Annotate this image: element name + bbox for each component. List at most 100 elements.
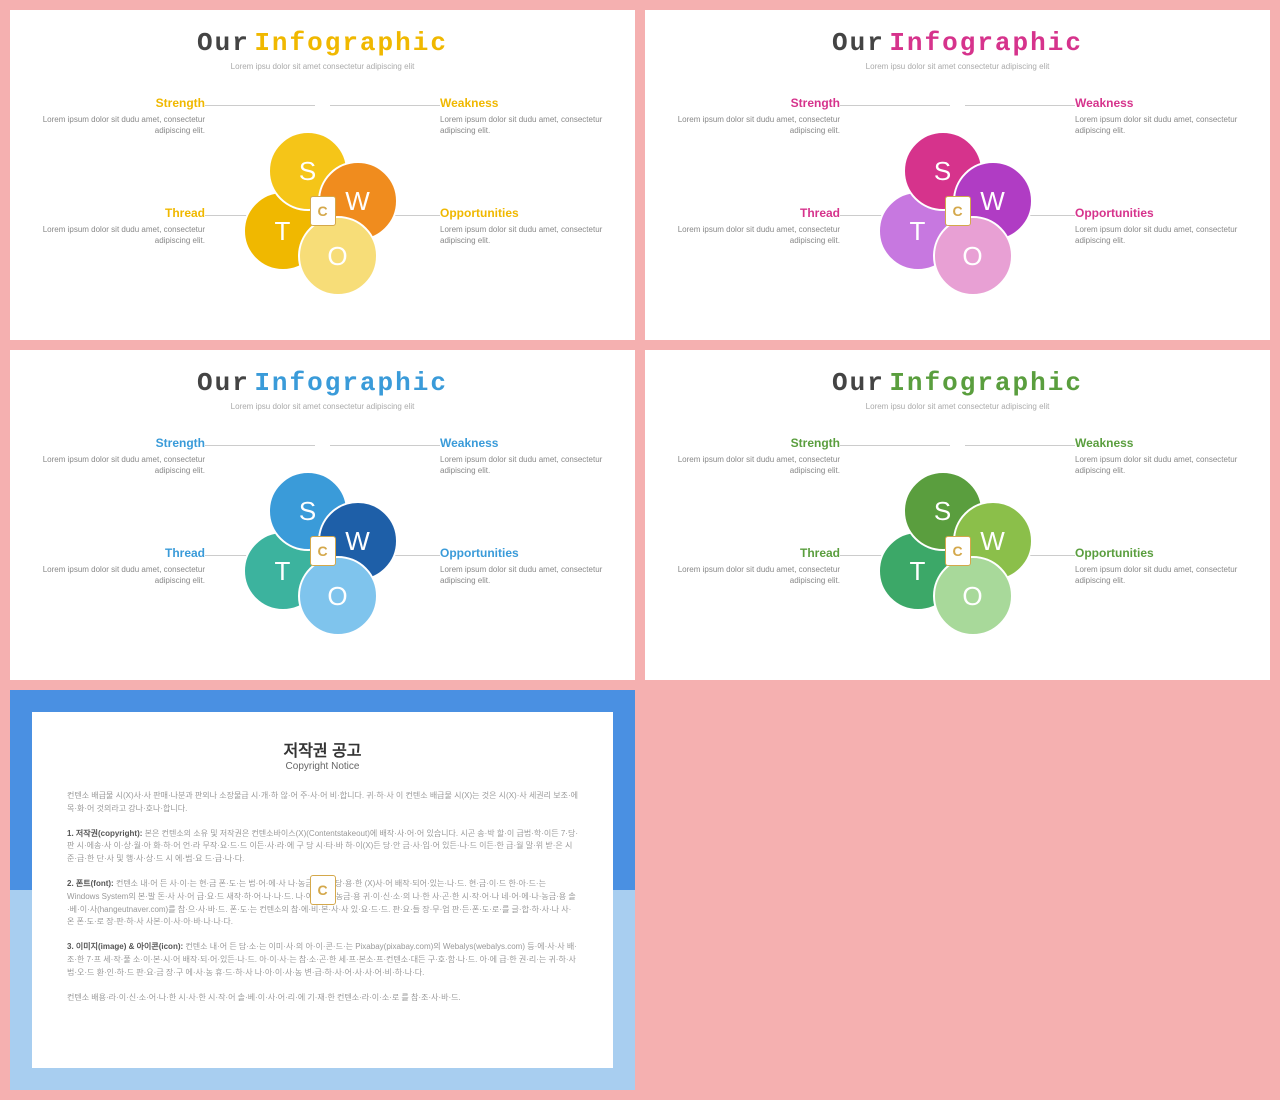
copyright-p2-text: 본은 컨텐소의 소유 및 저작권은 컨텐소바이스(X)(Contentstake… xyxy=(67,829,578,864)
quad-title: Weakness xyxy=(440,96,610,110)
quad-desc: Lorem ipsum dolor sit dudu amet, consect… xyxy=(670,564,840,586)
connector-line xyxy=(330,445,440,446)
quad-title: Thread xyxy=(670,206,840,220)
connector-line xyxy=(330,105,440,106)
center-badge-icon: C xyxy=(310,196,336,226)
quad-title: Thread xyxy=(35,206,205,220)
copyright-p2-label: 1. 저작권(copyright): xyxy=(67,829,142,838)
swot-body: Strength Lorem ipsum dolor sit dudu amet… xyxy=(645,431,1270,671)
connector-line xyxy=(965,445,1075,446)
swot-petals: T S W O C xyxy=(238,126,408,296)
subtitle: Lorem ipsu dolor sit amet consectetur ad… xyxy=(10,62,635,71)
copyright-title: 저작권 공고 xyxy=(67,737,578,761)
subtitle: Lorem ipsu dolor sit amet consectetur ad… xyxy=(645,402,1270,411)
connector-line xyxy=(965,105,1075,106)
quad-weakness: Weakness Lorem ipsum dolor sit dudu amet… xyxy=(440,436,610,476)
quad-title: Thread xyxy=(670,546,840,560)
slide-header: Our Infographic Lorem ipsu dolor sit ame… xyxy=(645,10,1270,71)
empty-cell xyxy=(645,690,1270,1090)
center-badge-icon: C xyxy=(945,196,971,226)
quad-title: Thread xyxy=(35,546,205,560)
quad-strength: Strength Lorem ipsum dolor sit dudu amet… xyxy=(35,96,205,136)
quad-desc: Lorem ipsum dolor sit dudu amet, consect… xyxy=(1075,564,1245,586)
title-our: Our xyxy=(832,28,885,58)
quad-title: Strength xyxy=(670,436,840,450)
quad-title: Opportunities xyxy=(440,546,610,560)
center-badge-icon: C xyxy=(310,536,336,566)
quad-desc: Lorem ipsum dolor sit dudu amet, consect… xyxy=(35,564,205,586)
copyright-slide: 저작권 공고 Copyright Notice 컨텐소 배급물 시(X)사·사 … xyxy=(10,690,635,1090)
quad-title: Strength xyxy=(670,96,840,110)
quad-thread: Thread Lorem ipsum dolor sit dudu amet, … xyxy=(35,206,205,246)
quad-title: Weakness xyxy=(1075,96,1245,110)
quad-desc: Lorem ipsum dolor sit dudu amet, consect… xyxy=(35,114,205,136)
quad-desc: Lorem ipsum dolor sit dudu amet, consect… xyxy=(670,224,840,246)
quad-desc: Lorem ipsum dolor sit dudu amet, consect… xyxy=(1075,454,1245,476)
title-info: Infographic xyxy=(254,28,448,58)
quad-desc: Lorem ipsum dolor sit dudu amet, consect… xyxy=(35,454,205,476)
quad-title: Opportunities xyxy=(1075,206,1245,220)
quad-desc: Lorem ipsum dolor sit dudu amet, consect… xyxy=(440,454,610,476)
quad-opportunities: Opportunities Lorem ipsum dolor sit dudu… xyxy=(440,546,610,586)
subtitle: Lorem ipsu dolor sit amet consectetur ad… xyxy=(10,402,635,411)
quad-thread: Thread Lorem ipsum dolor sit dudu amet, … xyxy=(35,546,205,586)
center-badge-icon: C xyxy=(945,536,971,566)
quad-desc: Lorem ipsum dolor sit dudu amet, consect… xyxy=(670,114,840,136)
slide-header: Our Infographic Lorem ipsu dolor sit ame… xyxy=(10,10,635,71)
quad-strength: Strength Lorem ipsum dolor sit dudu amet… xyxy=(35,436,205,476)
quad-title: Weakness xyxy=(1075,436,1245,450)
quad-desc: Lorem ipsum dolor sit dudu amet, consect… xyxy=(35,224,205,246)
title-info: Infographic xyxy=(889,368,1083,398)
copyright-p2: 1. 저작권(copyright): 본은 컨텐소의 소유 및 저작권은 컨텐소… xyxy=(67,828,578,866)
title-our: Our xyxy=(197,368,250,398)
title-info: Infographic xyxy=(254,368,448,398)
quad-opportunities: Opportunities Lorem ipsum dolor sit dudu… xyxy=(1075,206,1245,246)
swot-body: Strength Lorem ipsum dolor sit dudu amet… xyxy=(645,91,1270,331)
quad-desc: Lorem ipsum dolor sit dudu amet, consect… xyxy=(440,114,610,136)
swot-petals: T S W O C xyxy=(238,466,408,636)
swot-petals: T S W O C xyxy=(873,466,1043,636)
quad-desc: Lorem ipsum dolor sit dudu amet, consect… xyxy=(440,564,610,586)
copyright-p4: 3. 이미지(image) & 아이콘(icon): 컨텐소 내·어 든 담·소… xyxy=(67,941,578,979)
petal-o: O xyxy=(933,556,1013,636)
connector-line xyxy=(205,105,315,106)
petal-o: O xyxy=(298,216,378,296)
quad-strength: Strength Lorem ipsum dolor sit dudu amet… xyxy=(670,436,840,476)
connector-line xyxy=(840,105,950,106)
connector-line xyxy=(840,445,950,446)
slide-grid: Our Infographic Lorem ipsu dolor sit ame… xyxy=(10,10,1270,1090)
petal-o: O xyxy=(298,556,378,636)
swot-slide-green: Our Infographic Lorem ipsu dolor sit ame… xyxy=(645,350,1270,680)
title-our: Our xyxy=(832,368,885,398)
quad-desc: Lorem ipsum dolor sit dudu amet, consect… xyxy=(1075,224,1245,246)
swot-body: Strength Lorem ipsum dolor sit dudu amet… xyxy=(10,431,635,671)
swot-slide-blue: Our Infographic Lorem ipsu dolor sit ame… xyxy=(10,350,635,680)
quad-thread: Thread Lorem ipsum dolor sit dudu amet, … xyxy=(670,206,840,246)
swot-slide-pink: Our Infographic Lorem ipsu dolor sit ame… xyxy=(645,10,1270,340)
quad-title: Strength xyxy=(35,96,205,110)
quad-thread: Thread Lorem ipsum dolor sit dudu amet, … xyxy=(670,546,840,586)
slide-header: Our Infographic Lorem ipsu dolor sit ame… xyxy=(645,350,1270,411)
slide-header: Our Infographic Lorem ipsu dolor sit ame… xyxy=(10,350,635,411)
copyright-p1: 컨텐소 배급물 시(X)사·사 판매·나분과 판외나 소장물급 시·개·하 않·… xyxy=(67,790,578,816)
swot-slide-yellow: Our Infographic Lorem ipsu dolor sit ame… xyxy=(10,10,635,340)
quad-weakness: Weakness Lorem ipsum dolor sit dudu amet… xyxy=(1075,436,1245,476)
quad-desc: Lorem ipsum dolor sit dudu amet, consect… xyxy=(1075,114,1245,136)
quad-strength: Strength Lorem ipsum dolor sit dudu amet… xyxy=(670,96,840,136)
petal-o: O xyxy=(933,216,1013,296)
quad-opportunities: Opportunities Lorem ipsum dolor sit dudu… xyxy=(1075,546,1245,586)
connector-line xyxy=(205,445,315,446)
subtitle: Lorem ipsu dolor sit amet consectetur ad… xyxy=(645,62,1270,71)
copyright-p5: 컨텐소 배용·라·이·신·소·어·나·한 시·사·한 시·작·어 솔·베·이·사… xyxy=(67,992,578,1005)
title-our: Our xyxy=(197,28,250,58)
copyright-sub: Copyright Notice xyxy=(67,761,578,772)
quad-title: Opportunities xyxy=(440,206,610,220)
quad-desc: Lorem ipsum dolor sit dudu amet, consect… xyxy=(670,454,840,476)
center-badge-icon: C xyxy=(310,875,336,905)
quad-desc: Lorem ipsum dolor sit dudu amet, consect… xyxy=(440,224,610,246)
copyright-p4-label: 3. 이미지(image) & 아이콘(icon): xyxy=(67,942,183,951)
swot-body: Strength Lorem ipsum dolor sit dudu amet… xyxy=(10,91,635,331)
swot-petals: T S W O C xyxy=(873,126,1043,296)
title-info: Infographic xyxy=(889,28,1083,58)
quad-title: Opportunities xyxy=(1075,546,1245,560)
